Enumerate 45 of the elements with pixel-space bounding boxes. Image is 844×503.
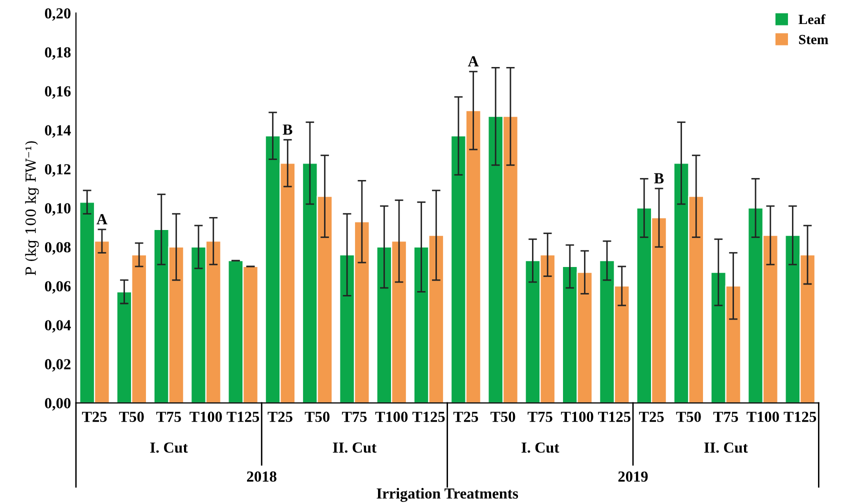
x-tick-label: T25	[453, 412, 478, 422]
y-tick-label: 0,08	[44, 242, 71, 255]
y-tick-label: 0,04	[44, 320, 71, 333]
x-axis-title: Irrigation Treatments	[376, 488, 518, 502]
x-tick-label: T125	[412, 412, 445, 422]
y-axis-title: P (kg 100 kg FW⁻¹)	[25, 141, 39, 276]
annotation: B	[282, 124, 292, 135]
x-tick-label: T50	[676, 412, 701, 422]
x-tick-label: T100	[190, 412, 222, 422]
text: 2018	[247, 471, 276, 482]
x-tick-label: T125	[784, 412, 816, 422]
x-tick-label: T50	[304, 412, 330, 422]
annotation: A	[96, 214, 108, 224]
x-tick-label: T125	[598, 412, 630, 422]
y-tick-label: 0,00	[44, 398, 71, 411]
y-tick-label: 0,02	[44, 359, 70, 372]
x-tick-label: T100	[375, 412, 408, 422]
x-tick-label: T75	[156, 412, 181, 422]
x-tick-label: T75	[342, 412, 367, 422]
y-tick-label: 0,12	[44, 164, 70, 177]
y-tick-label: 0,18	[44, 47, 71, 60]
legend-label: Stem	[799, 34, 828, 44]
y-tick-label: 0,14	[44, 125, 71, 138]
x-tick-label: T125	[226, 412, 260, 422]
x-tick-label: T75	[528, 412, 552, 422]
text: I. Cut	[522, 442, 560, 453]
y-tick-label: 0,06	[44, 281, 71, 294]
text: II. Cut	[332, 442, 376, 453]
annotation: A	[468, 56, 479, 66]
y-tick-label: 0,10	[44, 203, 71, 216]
y-tick-label: 0,20	[44, 8, 71, 21]
x-tick-label: T50	[119, 412, 144, 422]
x-tick-label: T100	[560, 412, 594, 422]
text: 2019	[618, 471, 648, 482]
x-tick-label: T25	[82, 412, 107, 422]
x-tick-label: T25	[639, 412, 664, 422]
x-tick-label: T75	[713, 412, 738, 422]
annotation: B	[654, 173, 664, 184]
legend-label: Leaf	[798, 14, 826, 24]
text: II. Cut	[704, 442, 748, 453]
x-tick-label: T100	[746, 412, 779, 422]
x-tick-label: T50	[490, 412, 516, 422]
y-tick-label: 0,16	[44, 86, 71, 99]
text: I. Cut	[150, 442, 188, 453]
x-tick-label: T25	[268, 412, 292, 422]
